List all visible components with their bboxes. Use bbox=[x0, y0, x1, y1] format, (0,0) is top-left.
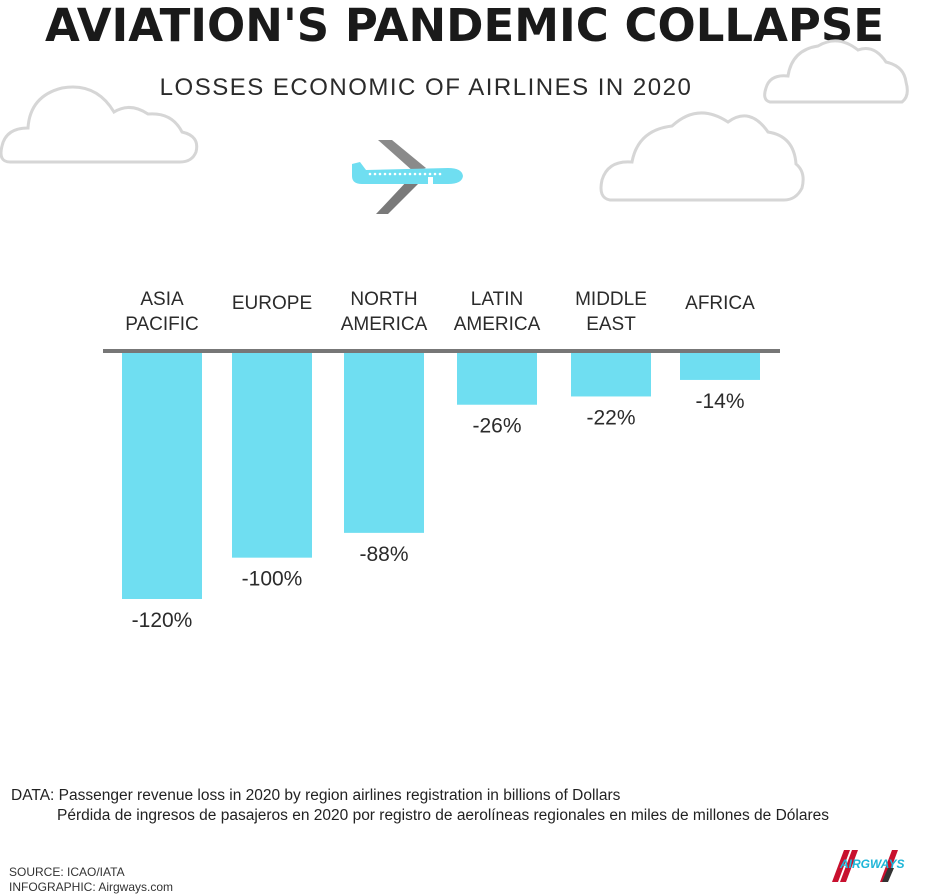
bar-3 bbox=[457, 351, 537, 405]
category-label-4-line-0: MIDDLE bbox=[575, 289, 647, 310]
category-label-2-line-0: NORTH bbox=[350, 289, 417, 310]
category-label-3-line-1: AMERICA bbox=[454, 314, 541, 335]
category-label-1-line-0: EUROPE bbox=[232, 293, 312, 314]
category-label-5-line-0: AFRICA bbox=[685, 293, 755, 314]
bar-0 bbox=[122, 351, 202, 599]
value-label-5: -14% bbox=[695, 390, 744, 413]
category-label-3-line-0: LATIN bbox=[471, 289, 523, 310]
bar-2 bbox=[344, 351, 424, 533]
category-label-4-line-1: EAST bbox=[586, 314, 636, 335]
value-label-2: -88% bbox=[359, 543, 408, 566]
cloud-icon bbox=[0, 85, 199, 164]
value-label-0: -120% bbox=[132, 609, 193, 632]
cloud-icon bbox=[763, 39, 909, 104]
infographic-credit: INFOGRAPHIC: Airgways.com bbox=[9, 880, 174, 894]
category-label-0-line-1: PACIFIC bbox=[125, 314, 199, 335]
data-note-english: DATA: Passenger revenue loss in 2020 by … bbox=[11, 787, 621, 804]
airplane-icon bbox=[352, 140, 463, 214]
page-title: AVIATION'S PANDEMIC COLLAPSE bbox=[44, 0, 885, 52]
value-label-4: -22% bbox=[586, 406, 635, 429]
data-note-spanish: Pérdida de ingresos de pasajeros en 2020… bbox=[57, 807, 830, 824]
bar-1 bbox=[232, 351, 312, 558]
bar-chart: -120% ASIA PACIFIC -100% EUROPE -88% NORTH AMER… bbox=[103, 289, 780, 632]
cloud-icon bbox=[599, 111, 805, 202]
source-text: SOURCE: ICAO/IATA bbox=[9, 865, 125, 879]
value-label-3: -26% bbox=[472, 415, 521, 438]
value-label-1: -100% bbox=[242, 568, 303, 591]
chart-subtitle: LOSSES ECONOMIC OF AIRLINES IN 2020 bbox=[159, 74, 693, 101]
category-label-0-line-0: ASIA bbox=[140, 289, 184, 310]
category-label-2-line-1: AMERICA bbox=[341, 314, 428, 335]
credits: SOURCE: ICAO/IATA INFOGRAPHIC: Airgways.… bbox=[9, 865, 173, 895]
bar-5 bbox=[680, 351, 760, 380]
airgways-logo: AIRGWAYS bbox=[832, 850, 904, 882]
bar-4 bbox=[571, 351, 651, 397]
logo-text: AIRGWAYS bbox=[839, 857, 904, 871]
data-note: DATA: Passenger revenue loss in 2020 by … bbox=[11, 786, 829, 826]
